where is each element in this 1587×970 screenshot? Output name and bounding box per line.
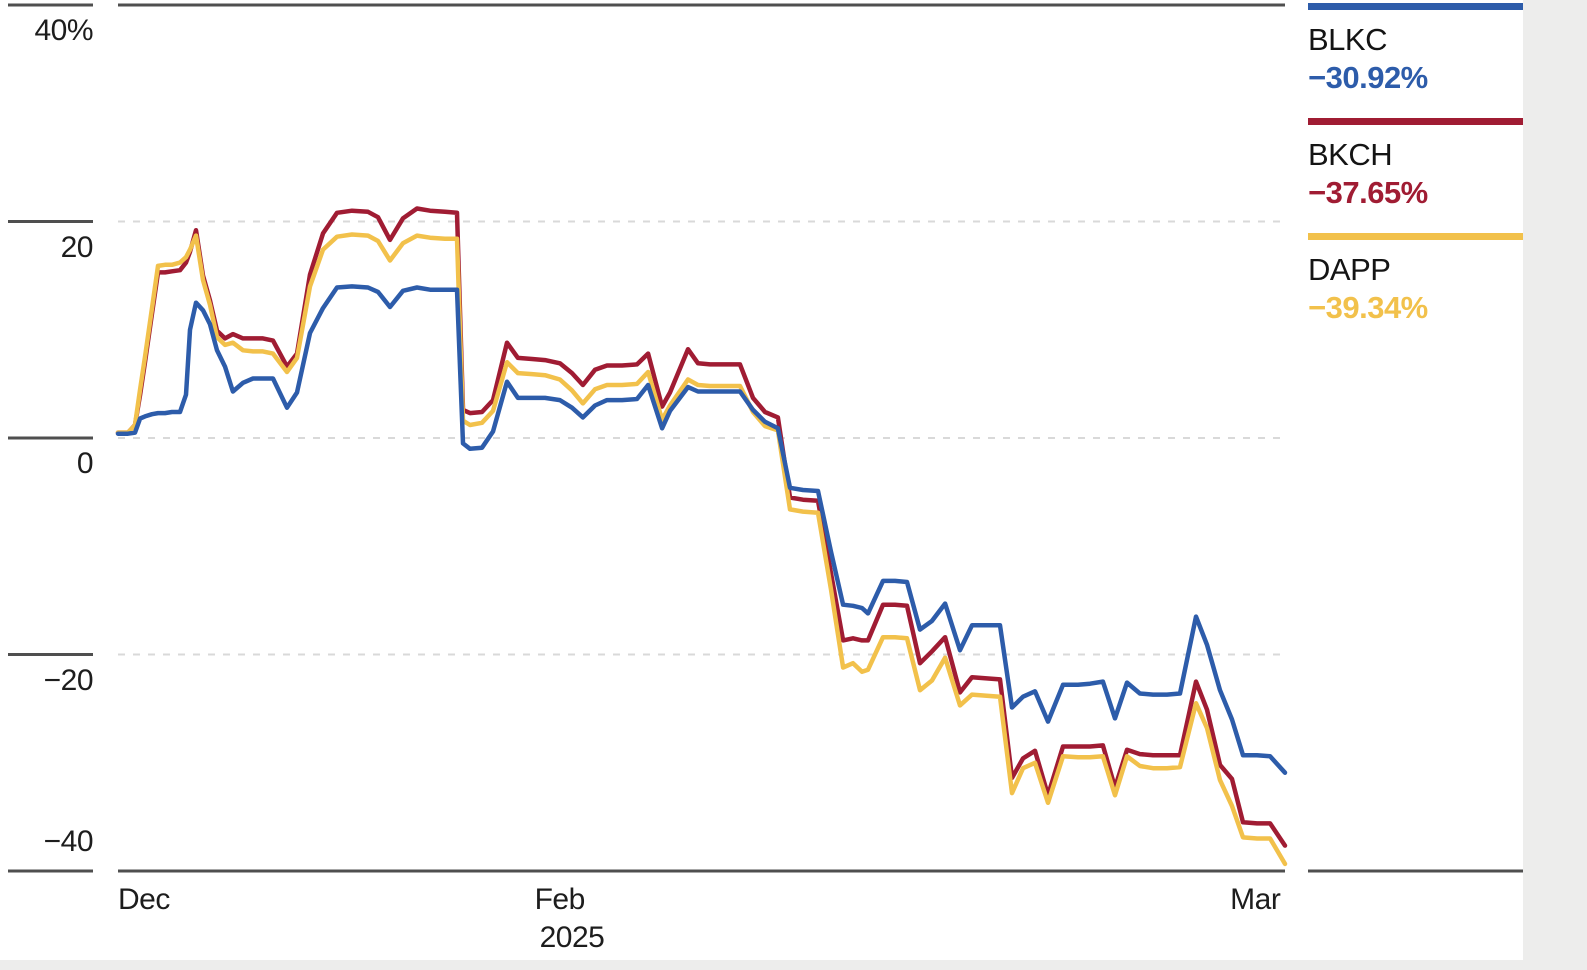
month-label: Feb (534, 883, 586, 916)
dapp-line-swatch (1308, 233, 1523, 240)
legend-item-blkc: BLKC −30.92% (1308, 3, 1523, 94)
y-tick-label: 20 (60, 230, 94, 264)
blkc-line-swatch (1308, 3, 1523, 10)
year-label: 2025 (539, 921, 605, 954)
y-tick-label: 40% (34, 14, 93, 47)
month-label: Dec (118, 883, 170, 916)
y-tick-label: 0 (76, 447, 94, 480)
x-tick-label-feb: Feb 2025 (535, 882, 605, 956)
y-tick-label: −20 (43, 663, 94, 697)
dapp-ticker-label: DAPP (1308, 252, 1391, 287)
bkch-ticker-label: BKCH (1308, 137, 1393, 172)
grid-group (8, 3, 1523, 873)
blkc-ticker-label: BLKC (1308, 22, 1387, 57)
legend: BLKC −30.92% BKCH −37.65% DAPP −39.34% (1308, 0, 1523, 348)
x-tick-label-dec: Dec (118, 882, 170, 918)
legend-item-dapp: DAPP −39.34% (1308, 233, 1523, 324)
month-label: Mar (1230, 883, 1281, 916)
bkch-return-value: −37.65% (1308, 175, 1428, 210)
blkc-line (115, 284, 1288, 775)
dapp-line (115, 232, 1288, 867)
chart-card (0, 0, 1523, 960)
legend-item-bkch: BKCH −37.65% (1308, 118, 1523, 209)
series-group (115, 206, 1288, 867)
bkch-line-swatch (1308, 118, 1523, 125)
y-tick-label: −40 (43, 825, 94, 858)
x-tick-label-mar: Mar (1230, 882, 1281, 918)
bkch-line (115, 206, 1288, 848)
dapp-return-value: −39.34% (1308, 290, 1428, 325)
blkc-return-value: −30.92% (1308, 60, 1428, 95)
